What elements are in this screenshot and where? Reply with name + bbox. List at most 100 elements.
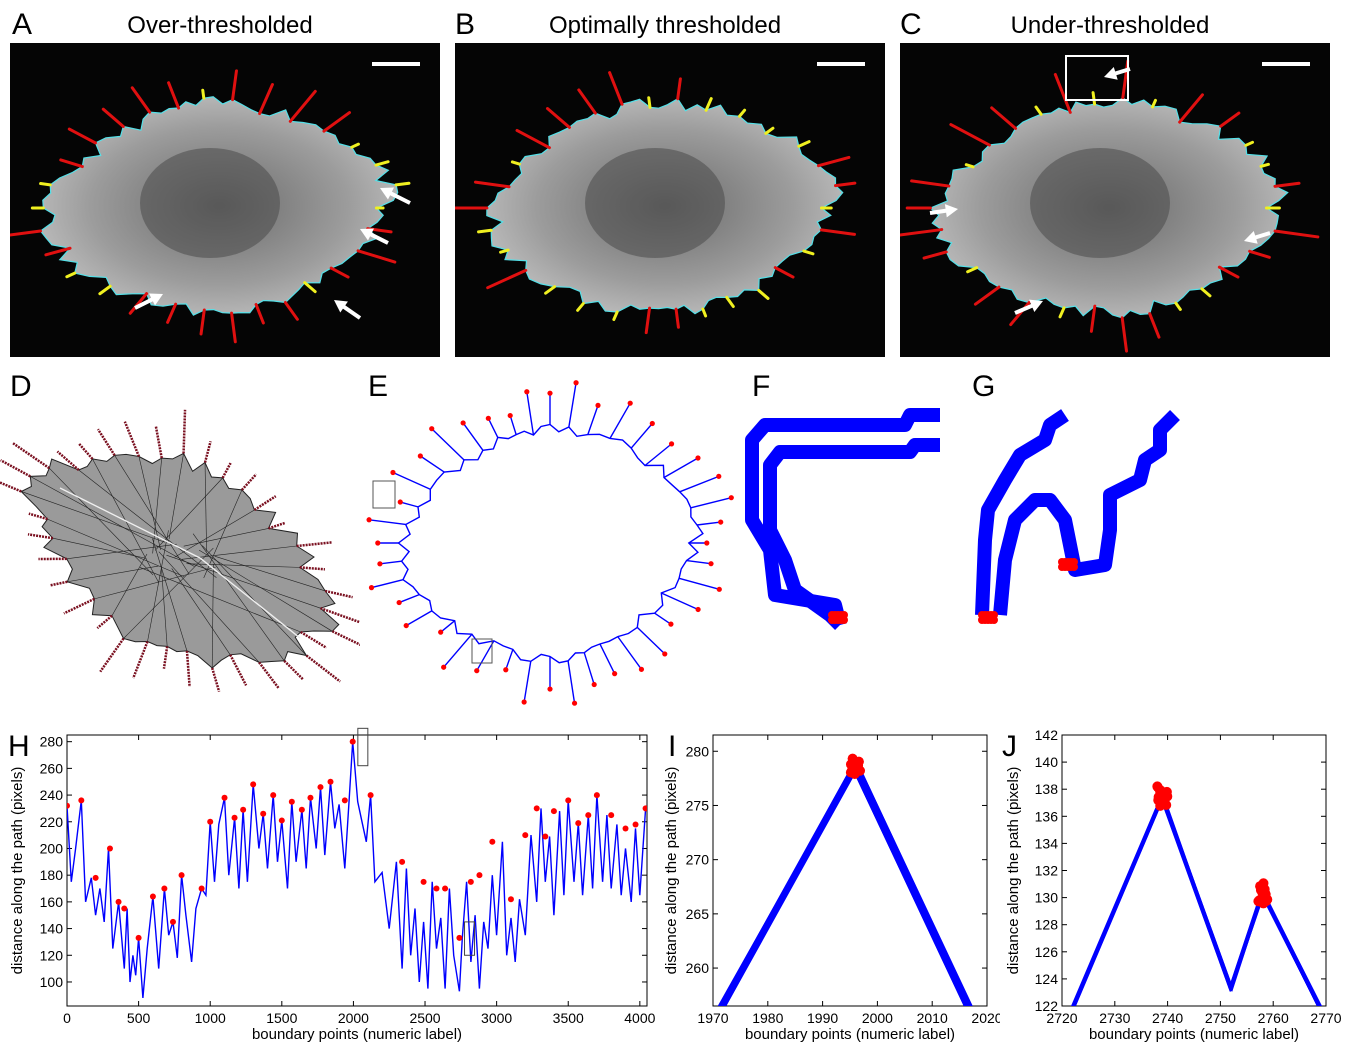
- tip-marker: [231, 814, 238, 821]
- panel-title-c: Under-thresholded: [1010, 12, 1210, 39]
- nucleus: [585, 148, 725, 258]
- protrusion: [253, 495, 277, 511]
- tip-marker: [317, 784, 324, 791]
- protrusion: [162, 646, 169, 669]
- triangle-edge: [214, 555, 326, 592]
- series-line: [1072, 796, 1320, 1006]
- protrusion-path: [636, 626, 666, 655]
- micrograph-under-thresholded: [900, 43, 1330, 357]
- series-line: [1074, 796, 1321, 1006]
- series-line: [1073, 794, 1321, 1006]
- tip-point: [668, 621, 674, 627]
- protrusion-path: [371, 579, 404, 589]
- filopodium-long: [922, 250, 948, 260]
- filopodium-long: [608, 71, 624, 106]
- arrow-head: [944, 204, 958, 218]
- filopodium-short: [576, 302, 585, 312]
- tip-point: [595, 402, 601, 408]
- tip-marker: [507, 896, 514, 903]
- y-tick-label: 138: [1035, 781, 1059, 797]
- protrusion-path: [583, 652, 595, 685]
- chart-h: 0 500 1000 1500 2000 2500 3000 3500 4000 100 120 14…: [0, 725, 660, 1042]
- protrusion-path: [419, 455, 445, 473]
- tip-marker: [542, 833, 549, 840]
- series-line: [1072, 797, 1321, 1006]
- panel-title-b: Optimally thresholded: [548, 12, 782, 39]
- tip-marker: [240, 806, 247, 813]
- series-line: [1074, 795, 1321, 1006]
- tip-point: [704, 540, 710, 546]
- triangle-edge: [171, 568, 231, 655]
- protrusion-path: [617, 636, 643, 670]
- x-axis-label: boundary points (numeric label): [745, 1026, 955, 1042]
- tip-point: [573, 380, 579, 386]
- triangle-edge: [52, 537, 147, 559]
- tip-cluster-marker: [1158, 795, 1169, 806]
- filopodium-short: [499, 248, 510, 254]
- tip-marker: [367, 792, 374, 799]
- triangle-edge: [186, 563, 300, 568]
- tip-point: [368, 585, 375, 591]
- protrusion-path: [509, 415, 517, 435]
- series-line: [721, 766, 969, 1006]
- protrusion: [0, 459, 31, 478]
- tip-marker: [585, 812, 592, 819]
- path-zoom-g: [960, 400, 1190, 650]
- tip-cluster-marker: [845, 759, 856, 770]
- series-line: [1073, 796, 1322, 1006]
- filopodium-long: [166, 302, 178, 324]
- nucleus: [1030, 148, 1170, 258]
- y-tick-label: 126: [1035, 944, 1059, 960]
- filopodium-long: [577, 88, 597, 115]
- y-axis-label: distance along the path (pixels): [9, 767, 26, 975]
- series-line: [1074, 793, 1323, 1006]
- tip-point: [429, 426, 435, 432]
- tip-point: [716, 586, 722, 592]
- y-tick-label: 140: [1035, 754, 1059, 770]
- tip-point: [547, 390, 553, 396]
- tip-marker: [270, 792, 277, 799]
- triangle-edge: [147, 530, 169, 642]
- boundary-path-diagram: [360, 368, 740, 713]
- series-line: [717, 766, 966, 1006]
- filopodium-long: [973, 285, 1001, 306]
- tip-point: [571, 700, 578, 706]
- tip-cluster-marker: [1259, 884, 1270, 895]
- triangle-edge: [47, 518, 185, 577]
- scale-bar: [817, 62, 865, 66]
- tip-marker: [135, 934, 142, 941]
- y-tick-label: 100: [40, 974, 64, 990]
- tip-point: [638, 666, 645, 672]
- series-line: [723, 765, 972, 1006]
- chart-j: 2720 2730 2740 2750 2760 2770 122 124 126 128 130 1…: [1000, 725, 1354, 1042]
- triangulated-region: [20, 452, 340, 669]
- tip-point: [547, 686, 553, 692]
- filopodium-long: [67, 127, 97, 145]
- filopodium-long: [231, 69, 238, 102]
- micrograph-optimally-thresholded: [455, 43, 885, 357]
- tip-marker: [278, 817, 285, 824]
- series-line: [1071, 796, 1321, 1006]
- filopodium-long: [288, 89, 317, 123]
- filopodium-short: [964, 163, 975, 169]
- tip-point: [417, 453, 423, 459]
- protrusion-path: [567, 660, 576, 704]
- filopodium-short: [647, 96, 652, 109]
- tip-marker: [456, 934, 463, 941]
- series-line: [1071, 795, 1319, 1006]
- path-bundle: [993, 410, 1180, 616]
- x-axis-label: boundary points (numeric label): [1089, 1026, 1299, 1042]
- triangle-edge: [21, 491, 166, 543]
- tip-point: [649, 420, 655, 427]
- protrusion: [331, 630, 360, 647]
- y-tick-label: 270: [686, 852, 710, 868]
- protrusion-path: [686, 559, 712, 565]
- series-line: [721, 766, 969, 1006]
- y-tick-label: 260: [40, 760, 64, 776]
- protrusion: [296, 541, 333, 548]
- filopodium-long: [1089, 304, 1097, 333]
- plot-area: [67, 738, 647, 999]
- filopodium-short: [1091, 91, 1097, 106]
- series-line: [719, 767, 967, 1006]
- tip-point: [396, 599, 402, 606]
